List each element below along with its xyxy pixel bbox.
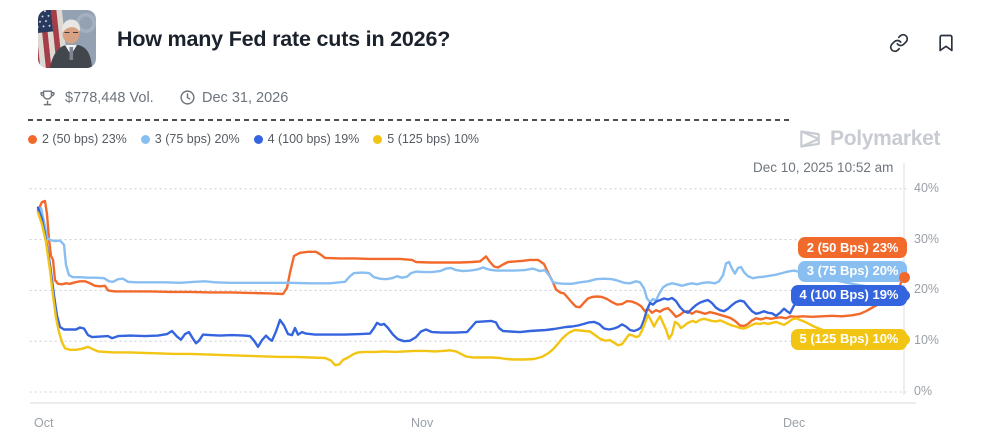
copy-link-button[interactable]	[889, 33, 909, 58]
x-axis-tick-Dec: Dec	[783, 416, 806, 430]
legend-item-4-100bps[interactable]: 4 (100 bps) 19%	[253, 132, 360, 146]
legend-label-5-125bps: 5 (125 bps) 10%	[387, 132, 480, 146]
end-label-pill-2-50bps: 2 (50 Bps) 23%	[798, 237, 907, 258]
price-chart-plot-area[interactable]	[30, 165, 906, 405]
end-date-clock	[179, 89, 196, 106]
page-title: How many Fed rate cuts in 2026?	[117, 27, 451, 51]
legend-dot-4-100bps	[253, 134, 263, 144]
volume-text: $778,448 Vol.	[65, 90, 154, 106]
polymarket-wordmark: Polymarket	[830, 127, 941, 150]
end-dot-5-125bps	[898, 334, 910, 346]
link-icon	[889, 33, 909, 53]
clock-icon	[180, 90, 195, 105]
end-label-pill-3-75bps: 3 (75 Bps) 20%	[798, 260, 907, 282]
y-axis-tick-10%: 10%	[914, 333, 940, 348]
bookmark-icon	[939, 34, 953, 52]
x-axis-tick-Oct: Oct	[34, 416, 54, 430]
bookmark-button[interactable]	[936, 33, 956, 58]
dashed-divider	[28, 119, 790, 121]
chart-legend: 2 (50 bps) 23% 3 (75 bps) 20% 4 (100 bps) …	[28, 132, 479, 146]
legend-dot-2-50bps	[28, 134, 37, 144]
legend-item-3-75bps[interactable]: 3 (75 bps) 20%	[140, 132, 240, 146]
chart-timestamp: Dec 10, 2025 10:52 am	[753, 160, 894, 175]
end-label-pill-5-125bps: 5 (125 Bps) 10%	[791, 328, 907, 350]
legend-label-4-100bps: 4 (100 bps) 19%	[267, 132, 360, 146]
y-axis-tick-40%: 40%	[914, 180, 940, 195]
market-avatar	[38, 10, 96, 68]
end-date-text: Dec 31, 2026	[202, 90, 289, 106]
end-dot-2-50bps	[898, 271, 910, 283]
legend-item-2-50bps[interactable]: 2 (50 bps) 23%	[28, 132, 127, 146]
legend-item-5-125bps[interactable]: 5 (125 bps) 10%	[373, 132, 479, 146]
legend-label-3-75bps: 3 (75 bps) 20%	[154, 132, 240, 146]
fed-chair-avatar-image	[38, 10, 96, 68]
x-axis-tick-Nov: Nov	[411, 416, 434, 430]
polymarket-logo-icon	[797, 126, 823, 152]
legend-dot-5-125bps	[373, 134, 383, 144]
y-axis-tick-0%: 0%	[914, 384, 933, 398]
end-dot-4-100bps	[898, 290, 910, 302]
legend-label-2-50bps: 2 (50 bps) 23%	[42, 132, 127, 146]
polymarket-logo-glyph	[800, 130, 820, 148]
end-label-pill-4-100bps: 4 (100 Bps) 19%	[791, 284, 907, 306]
volume-trophy	[38, 88, 57, 112]
trophy-icon	[40, 90, 55, 106]
legend-dot-3-75bps	[140, 134, 150, 144]
y-axis-tick-30%: 30%	[914, 231, 940, 246]
y-axis-tick-20%: 20%	[914, 282, 940, 297]
